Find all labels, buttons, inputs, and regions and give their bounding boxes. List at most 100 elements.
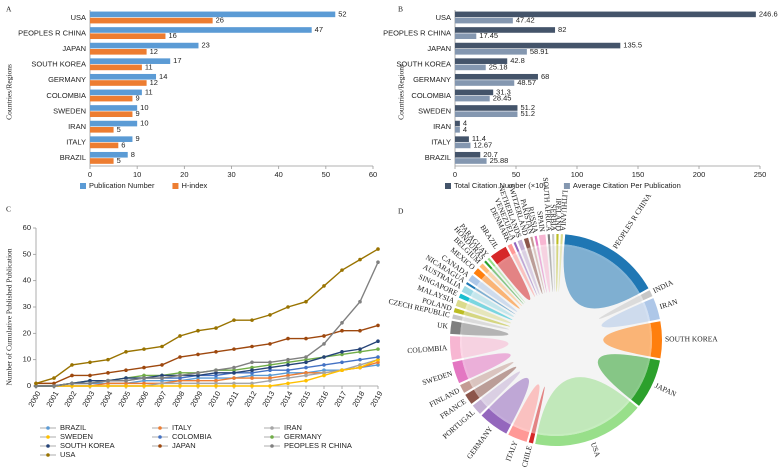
value-label: 4	[463, 119, 467, 128]
point	[214, 376, 218, 380]
point	[376, 260, 380, 265]
chord-arc	[490, 246, 511, 265]
point	[88, 381, 92, 386]
value-label: 20.7	[483, 150, 498, 159]
point	[124, 384, 128, 388]
bar	[455, 95, 490, 102]
value-label: 4	[463, 125, 467, 134]
chord-ribbon	[474, 287, 516, 315]
point	[160, 363, 164, 367]
bar	[90, 17, 213, 24]
value-label: 9	[135, 134, 139, 143]
point	[106, 381, 110, 386]
value-label: 5	[117, 156, 121, 165]
value-label: 11.4	[472, 134, 486, 143]
series-line	[36, 340, 379, 387]
bar	[455, 58, 508, 64]
value-label: 26	[216, 16, 224, 25]
point	[124, 349, 128, 354]
point	[286, 376, 290, 380]
chord-ribbon	[521, 249, 540, 295]
chord-ribbon	[460, 322, 509, 336]
legend-label: PEOPLES R CHINA	[284, 441, 352, 450]
point	[160, 378, 164, 383]
chord-arc	[564, 234, 649, 294]
chord-ribbon	[556, 244, 559, 293]
point	[268, 373, 272, 378]
y-tick-label: 30	[23, 302, 31, 311]
y-tick-label: JAPAN	[427, 44, 451, 53]
value-label: 68	[541, 72, 549, 81]
value-label: 28.45	[493, 94, 512, 103]
chord-ribbon	[531, 386, 545, 434]
point	[268, 365, 272, 370]
point	[322, 373, 326, 378]
point	[268, 363, 272, 367]
point	[232, 371, 236, 375]
point	[268, 360, 272, 365]
chord-arc	[468, 275, 481, 286]
value-label: 47.42	[516, 16, 535, 25]
point	[196, 384, 200, 388]
chord-ribbon	[470, 291, 515, 317]
point	[286, 368, 290, 373]
x-tick-label: 250	[754, 170, 767, 179]
point	[286, 363, 290, 367]
chord-label: SERBIA	[549, 204, 559, 231]
chord-ribbon	[558, 244, 563, 293]
point	[268, 378, 272, 383]
point	[196, 371, 200, 375]
point	[178, 371, 182, 375]
chord-ribbon	[480, 371, 521, 407]
point	[142, 384, 146, 388]
legend-marker	[158, 426, 162, 430]
point	[232, 347, 236, 351]
chord-arc	[452, 360, 469, 384]
legend-label: JAPAN	[172, 441, 196, 450]
point	[178, 334, 182, 338]
y-tick-label: SWEDEN	[53, 106, 86, 115]
bar	[90, 95, 133, 102]
point	[250, 373, 254, 378]
value-label: 5	[117, 125, 121, 134]
chord-ribbon	[473, 366, 517, 398]
point	[160, 344, 164, 349]
x-tick-label: 200	[693, 170, 706, 179]
bar	[90, 42, 199, 49]
bar	[90, 142, 119, 149]
point	[88, 384, 92, 388]
chord-ribbon	[603, 322, 652, 357]
legend-label: BRAZIL	[60, 423, 86, 432]
chord-arc	[461, 285, 474, 297]
point	[214, 381, 218, 386]
chord-label: SOUTH AFRICA	[541, 177, 554, 232]
point	[376, 355, 380, 359]
point	[88, 373, 92, 378]
legend-label: Total Citation Number (×10)	[454, 181, 546, 190]
legend-label: Average Citation Per Publication	[573, 181, 681, 190]
bar	[90, 120, 138, 127]
point	[376, 357, 380, 362]
chord-arc	[650, 321, 662, 359]
point	[70, 373, 74, 378]
point	[142, 347, 146, 351]
bar	[455, 105, 518, 111]
point	[124, 368, 128, 373]
panel-label: C	[6, 205, 11, 214]
point	[286, 357, 290, 362]
point	[322, 363, 326, 367]
point	[142, 365, 146, 370]
legend-marker	[46, 444, 50, 448]
bar	[455, 33, 477, 40]
legend-label: IRAN	[284, 423, 302, 432]
chord-ribbon	[597, 354, 651, 400]
chord-ribbon	[461, 316, 510, 330]
point	[250, 365, 254, 370]
point	[214, 368, 218, 373]
bar	[455, 89, 494, 96]
point	[358, 357, 362, 362]
bar	[455, 127, 460, 133]
y-tick-label: 50	[23, 249, 31, 258]
value-label: 11	[145, 87, 153, 96]
point	[340, 321, 344, 325]
